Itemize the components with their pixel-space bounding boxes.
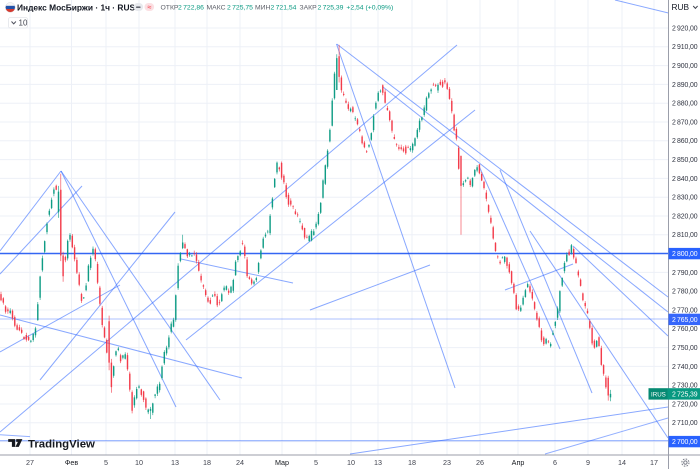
svg-text:2 870,00: 2 870,00 [672,119,698,126]
svg-text:10: 10 [347,458,355,467]
svg-text:5: 5 [314,458,318,467]
svg-text:2 710,00: 2 710,00 [672,420,698,427]
svg-text:2 850,00: 2 850,00 [672,157,698,164]
svg-text:2 910,00: 2 910,00 [672,44,698,51]
svg-text:2 800,00: 2 800,00 [672,251,698,258]
svg-text:27: 27 [26,458,34,467]
svg-text:26: 26 [476,458,484,467]
svg-text:2 720,00: 2 720,00 [672,401,698,408]
svg-text:24: 24 [236,458,244,467]
svg-text:5: 5 [104,458,108,467]
svg-text:2 765,00: 2 765,00 [672,317,698,324]
svg-text:2 730,00: 2 730,00 [672,383,698,390]
svg-text:2 830,00: 2 830,00 [672,195,698,202]
svg-text:2 880,00: 2 880,00 [672,101,698,108]
svg-text:2 725,75: 2 725,75 [227,5,253,12]
svg-text:Мар: Мар [275,458,289,467]
svg-text:2 740,00: 2 740,00 [672,364,698,371]
svg-text:10: 10 [135,458,143,467]
svg-text:18: 18 [408,458,416,467]
svg-text:23: 23 [443,458,451,467]
svg-text:TradingView: TradingView [28,438,95,450]
svg-text:13: 13 [374,458,382,467]
svg-text:МИН: МИН [255,5,271,12]
svg-text:МАКС: МАКС [207,5,226,12]
svg-text:+2,54 (+0,09%): +2,54 (+0,09%) [346,5,393,12]
svg-text:2 860,00: 2 860,00 [672,138,698,145]
svg-text:RUB: RUB [672,2,690,12]
svg-text:2 790,00: 2 790,00 [672,270,698,277]
svg-text:2 890,00: 2 890,00 [672,82,698,89]
svg-text:2 725,39: 2 725,39 [318,5,344,12]
svg-text:9: 9 [586,458,590,467]
svg-text:Апр: Апр [512,458,525,467]
svg-text:2 700,00: 2 700,00 [672,439,698,446]
svg-text:Фев: Фев [65,458,78,467]
svg-text:2 900,00: 2 900,00 [672,63,698,70]
svg-text:18: 18 [203,458,211,467]
svg-text:2 760,00: 2 760,00 [672,326,698,333]
svg-text:2 722,86: 2 722,86 [178,5,204,12]
svg-text:ЗАКР: ЗАКР [300,5,318,12]
svg-text:2 721,54: 2 721,54 [271,5,297,12]
svg-text:13: 13 [171,458,179,467]
svg-text:2 750,00: 2 750,00 [672,345,698,352]
svg-text:2 920,00: 2 920,00 [672,25,698,32]
svg-text:6: 6 [553,458,557,467]
svg-text:2 840,00: 2 840,00 [672,176,698,183]
svg-text:2 770,00: 2 770,00 [672,307,698,314]
svg-text:Индекс МосБиржи · 1ч · RUS: Индекс МосБиржи · 1ч · RUS [17,3,136,13]
svg-text:2 725,39: 2 725,39 [672,391,698,398]
svg-text:ОТКР: ОТКР [161,5,179,12]
svg-text:≈: ≈ [147,3,151,12]
svg-text:2 810,00: 2 810,00 [672,232,698,239]
svg-text:17: 17 [650,458,658,467]
svg-text:2 820,00: 2 820,00 [672,213,698,220]
svg-text:2 780,00: 2 780,00 [672,289,698,296]
svg-text:14: 14 [618,458,626,467]
svg-text:10: 10 [19,19,28,28]
svg-text:IRUS: IRUS [651,391,666,398]
